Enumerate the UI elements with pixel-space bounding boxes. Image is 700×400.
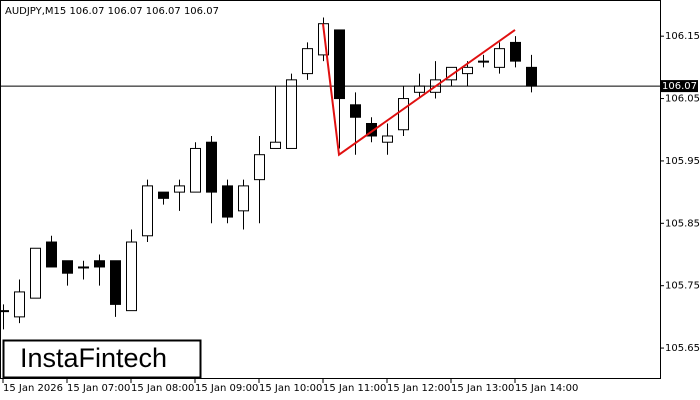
y-tick-label: 105.85 xyxy=(665,218,700,229)
candle-body xyxy=(270,141,281,149)
x-tick-label: 15 Jan 09:00 xyxy=(195,383,258,394)
candle-body xyxy=(78,266,89,269)
x-tick-label: 15 Jan 08:00 xyxy=(131,383,194,394)
current-price-label: 106.07 xyxy=(662,81,697,92)
candle-body xyxy=(350,104,361,118)
x-tick-label: 15 Jan 12:00 xyxy=(387,383,450,394)
y-tick-label: 105.95 xyxy=(665,156,700,167)
candle-body xyxy=(126,241,137,312)
candle-body xyxy=(206,141,217,193)
x-tick-label: 15 Jan 2026 xyxy=(3,383,63,394)
y-tick-label: 106.05 xyxy=(665,94,700,105)
candle-body xyxy=(110,260,121,305)
candle-body xyxy=(94,260,105,268)
candle-body xyxy=(334,29,345,100)
current-price-box xyxy=(660,80,698,93)
candle-body xyxy=(14,291,25,318)
candle-body xyxy=(142,185,153,237)
candle-body xyxy=(174,185,185,193)
candle-body xyxy=(510,41,521,62)
candle-body xyxy=(158,191,169,199)
y-tick-label: 106.15 xyxy=(665,31,700,42)
candle-body xyxy=(446,66,457,81)
logo: InstaFintech xyxy=(20,343,167,373)
candle-body xyxy=(478,60,489,63)
candle-body xyxy=(190,147,201,193)
candle-body xyxy=(222,185,233,218)
candle-body xyxy=(254,154,265,181)
x-tick-label: 15 Jan 13:00 xyxy=(451,383,514,394)
candle-body xyxy=(0,310,9,313)
candle-body xyxy=(382,135,393,143)
y-tick-label: 105.75 xyxy=(665,281,700,292)
candle-body xyxy=(62,260,73,274)
candle-body xyxy=(494,48,505,68)
x-tick-label: 15 Jan 11:00 xyxy=(323,383,386,394)
candle-body xyxy=(302,48,313,75)
candle-body xyxy=(398,98,409,131)
x-tick-label: 15 Jan 14:00 xyxy=(515,383,578,394)
plot-frame xyxy=(0,0,661,379)
candle-body xyxy=(366,123,377,137)
candle-body xyxy=(286,79,297,149)
x-tick-label: 15 Jan 07:00 xyxy=(67,383,130,394)
x-tick-label: 15 Jan 10:00 xyxy=(259,383,322,394)
y-tick-label: 105.65 xyxy=(665,343,700,354)
candle-body xyxy=(414,85,425,93)
logo-box xyxy=(2,339,202,379)
chart-title: AUDJPY,M15 106.07 106.07 106.07 106.07 xyxy=(5,6,219,17)
candle-body xyxy=(30,247,41,299)
candle-body xyxy=(46,241,57,268)
candle-body xyxy=(462,66,473,75)
pattern-line xyxy=(322,23,516,157)
candle-body xyxy=(526,66,537,87)
candle-body xyxy=(238,185,249,212)
